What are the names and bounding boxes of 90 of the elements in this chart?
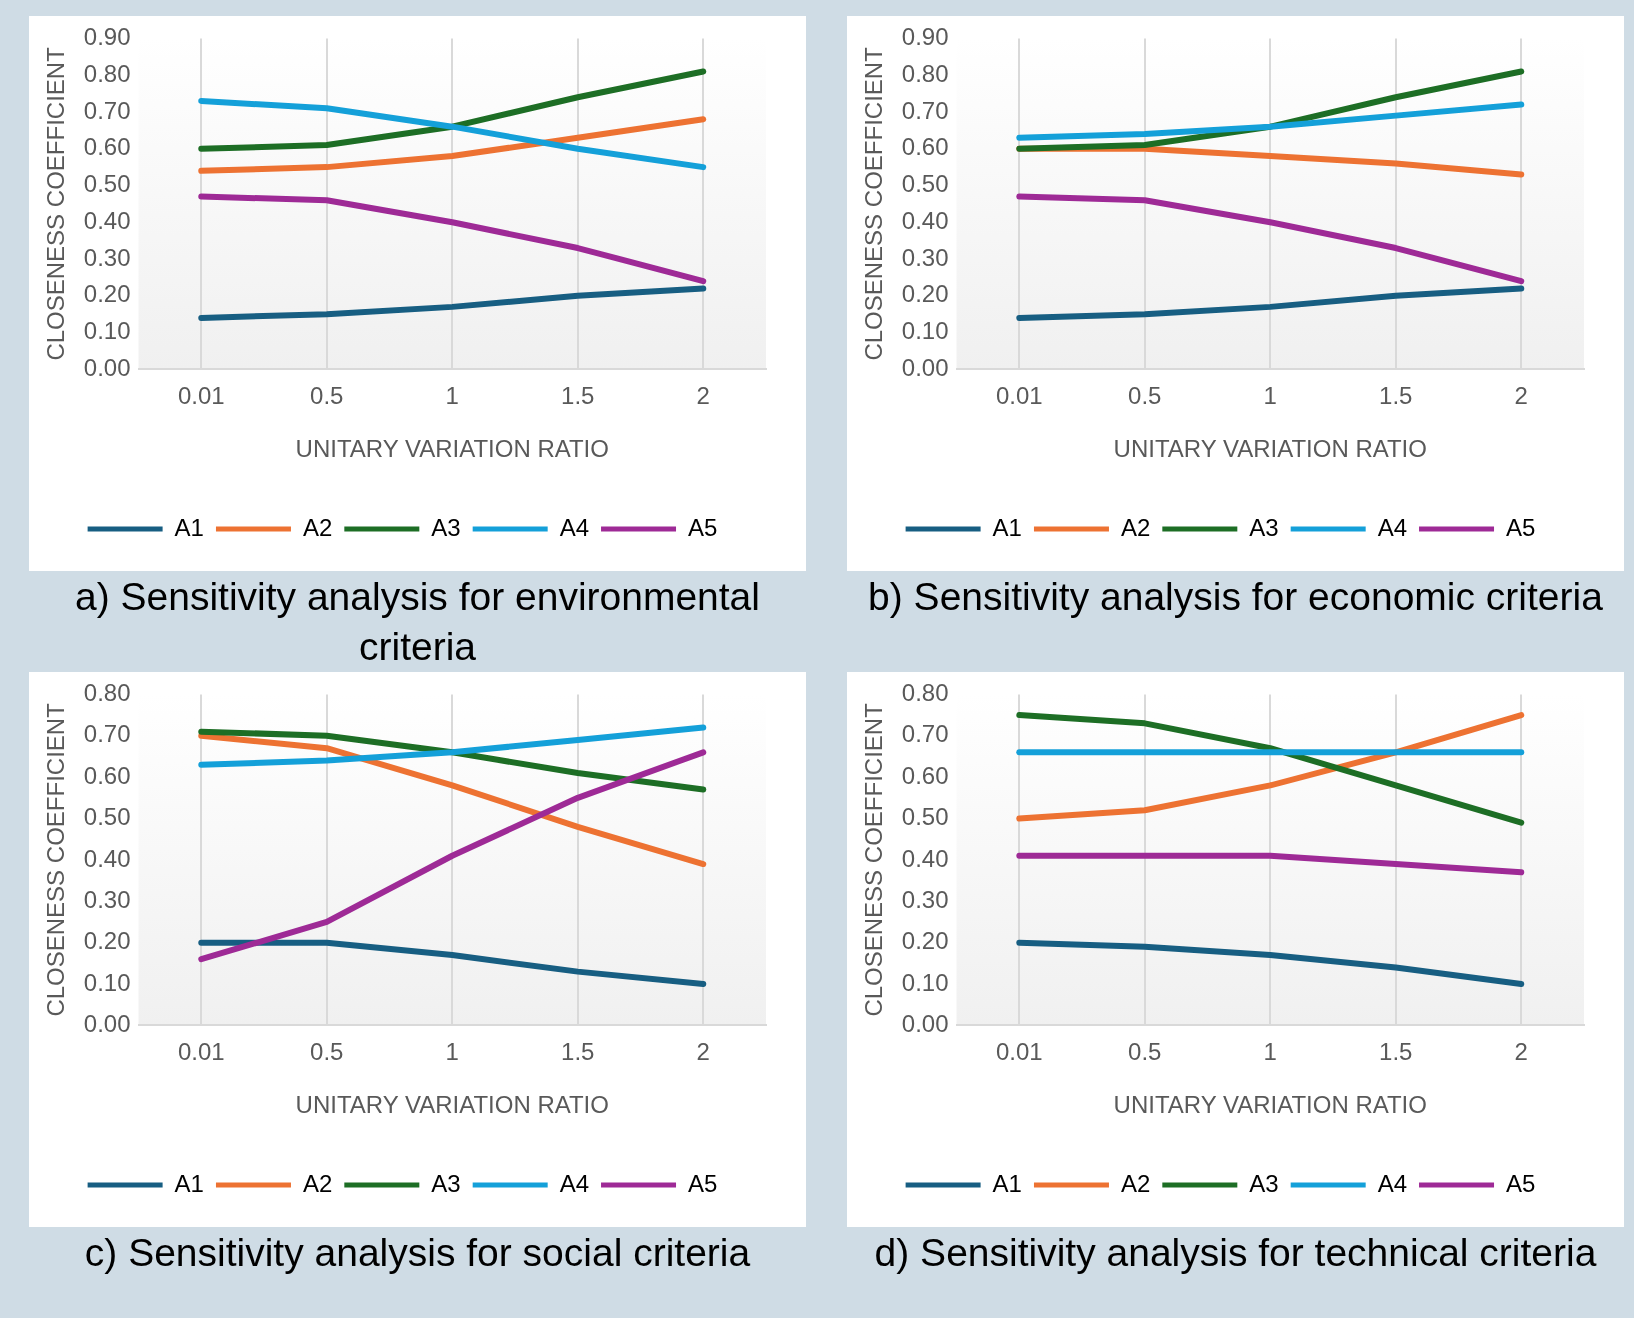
legend-label: A4	[1377, 513, 1408, 541]
y-tick-label: 0.30	[901, 243, 949, 271]
text: d) Sensitivity analysis for technical criteria	[873, 1230, 1598, 1276]
y-tick-label: 0.30	[83, 885, 131, 913]
y-tick-label: 0.40	[83, 206, 131, 234]
y-tick-label: 0.30	[83, 243, 131, 271]
legend-label: A1	[992, 1169, 1022, 1197]
x-tick-label: 0.5	[310, 1038, 344, 1066]
legend-label: A3	[1249, 513, 1279, 541]
y-axis-title: CLOSENESS COEFFICIENT	[42, 46, 70, 361]
legend-label: A5	[688, 1169, 718, 1197]
x-tick-label: 2	[1514, 1038, 1528, 1066]
x-tick-label: 0.5	[1128, 1038, 1162, 1066]
x-axis-title: UNITARY VARIATION RATIO	[1113, 1091, 1427, 1119]
x-tick-label: 1	[445, 1038, 459, 1066]
legend-label: A4	[559, 513, 590, 541]
x-tick-label: 1.5	[561, 1038, 595, 1066]
y-tick-label: 0.70	[901, 96, 949, 124]
y-tick-label: 0.10	[83, 317, 131, 345]
legend-label: A3	[431, 1169, 461, 1197]
y-tick-label: 0.90	[83, 23, 131, 51]
legend-label: A2	[302, 513, 333, 541]
x-tick-label: 2	[696, 382, 710, 410]
y-tick-label: 0.60	[83, 133, 131, 161]
y-tick-label: 0.50	[901, 170, 949, 198]
y-tick-label: 0.70	[83, 720, 131, 748]
legend-label: A5	[1506, 1169, 1536, 1197]
x-tick-label: 1	[445, 382, 459, 410]
x-tick-label: 0.5	[310, 382, 344, 410]
y-axis-title: CLOSENESS COEFFICIENT	[860, 702, 888, 1017]
legend-label: A2	[302, 1169, 333, 1197]
x-tick-label: 1	[1263, 382, 1277, 410]
y-tick-label: 0.40	[83, 844, 131, 872]
x-axis-title: UNITARY VARIATION RATIO	[295, 1091, 609, 1119]
x-tick-label: 0.01	[177, 1038, 225, 1066]
y-tick-label: 0.50	[83, 803, 131, 831]
y-tick-label: 0.10	[901, 317, 949, 345]
legend-label: A2	[1120, 513, 1151, 541]
y-tick-label: 0.20	[901, 280, 949, 308]
legend-label: A5	[688, 513, 718, 541]
legend-label: A3	[431, 513, 461, 541]
y-tick-label: 0.00	[83, 1010, 131, 1038]
legend-label: A5	[1506, 513, 1536, 541]
x-tick-label: 2	[696, 1038, 710, 1066]
y-tick-label: 0.80	[83, 679, 131, 707]
legend-label: A3	[1249, 1169, 1279, 1197]
legend-label: A1	[174, 1169, 204, 1197]
x-tick-label: 1	[1263, 1038, 1277, 1066]
y-tick-label: 0.20	[901, 927, 949, 955]
x-tick-label: 0.01	[177, 382, 225, 410]
y-tick-label: 0.00	[901, 354, 949, 382]
text: c) Sensitivity analysis for social criteria	[83, 1230, 752, 1276]
y-tick-label: 0.40	[901, 206, 949, 234]
legend-label: A4	[1377, 1169, 1408, 1197]
y-tick-label: 0.10	[901, 968, 949, 996]
x-tick-label: 0.01	[995, 1038, 1043, 1066]
y-tick-label: 0.60	[901, 761, 949, 789]
y-tick-label: 0.80	[83, 59, 131, 87]
y-tick-label: 0.60	[83, 761, 131, 789]
x-tick-label: 1.5	[1379, 382, 1413, 410]
y-tick-label: 0.80	[901, 59, 949, 87]
x-axis-title: UNITARY VARIATION RATIO	[1113, 435, 1427, 463]
x-tick-label: 1.5	[1379, 1038, 1413, 1066]
y-tick-label: 0.70	[901, 720, 949, 748]
y-tick-label: 0.70	[83, 96, 131, 124]
x-tick-label: 0.01	[995, 382, 1043, 410]
legend-label: A4	[559, 1169, 590, 1197]
x-tick-label: 0.5	[1128, 382, 1162, 410]
y-tick-label: 0.50	[901, 803, 949, 831]
text: a) Sensitivity analysis for environmental criteria	[74, 574, 761, 670]
y-axis-title: CLOSENESS COEFFICIENT	[860, 46, 888, 361]
y-tick-label: 0.50	[83, 170, 131, 198]
y-tick-label: 0.00	[901, 1010, 949, 1038]
legend-label: A1	[174, 513, 204, 541]
y-tick-label: 0.20	[83, 927, 131, 955]
legend-label: A2	[1120, 1169, 1151, 1197]
y-tick-label: 0.40	[901, 844, 949, 872]
text: b) Sensitivity analysis for economic criteria	[867, 574, 1604, 620]
x-axis-title: UNITARY VARIATION RATIO	[295, 435, 609, 463]
y-tick-label: 0.00	[83, 354, 131, 382]
x-tick-label: 1.5	[561, 382, 595, 410]
y-tick-label: 0.80	[901, 679, 949, 707]
y-tick-label: 0.10	[83, 968, 131, 996]
x-tick-label: 2	[1514, 382, 1528, 410]
y-tick-label: 0.60	[901, 133, 949, 161]
y-axis-title: CLOSENESS COEFFICIENT	[42, 702, 70, 1017]
y-tick-label: 0.20	[83, 280, 131, 308]
y-tick-label: 0.90	[901, 23, 949, 51]
y-tick-label: 0.30	[901, 885, 949, 913]
legend-label: A1	[992, 513, 1022, 541]
